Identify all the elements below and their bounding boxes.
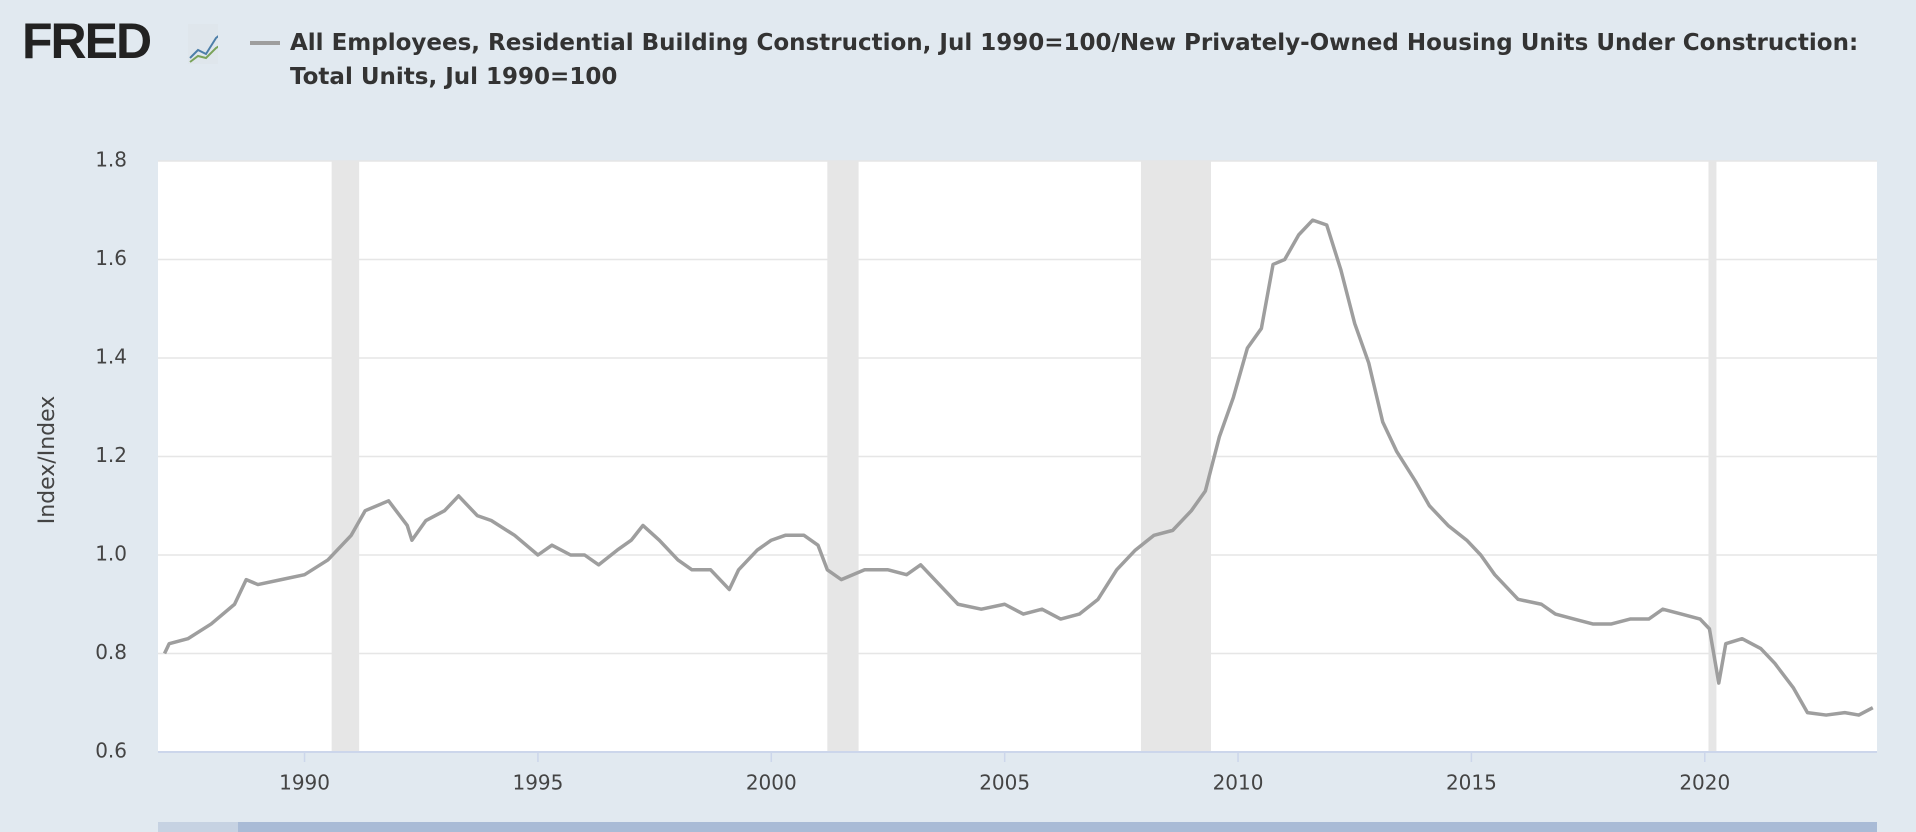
range-slider-handle — [238, 822, 1877, 832]
y-tick-label: 0.6 — [95, 739, 127, 763]
x-tick-label: 2020 — [1679, 771, 1730, 795]
logo-icon — [188, 24, 218, 64]
data-line — [162, 218, 1874, 717]
x-tick-label: 2000 — [746, 771, 797, 795]
x-tick-label: 2015 — [1446, 771, 1497, 795]
y-tick-label: 1.2 — [95, 443, 127, 467]
y-tick-label: 1.4 — [95, 345, 127, 369]
logo: FRED — [22, 13, 152, 69]
legend-swatch — [250, 41, 280, 45]
x-tick-label: 1995 — [512, 771, 563, 795]
y-tick-label: 0.8 — [95, 640, 127, 664]
legend-title: All Employees, Residential Building Cons… — [290, 30, 1859, 90]
y-tick-label: 1.6 — [95, 246, 127, 270]
y-tick-label: 1.0 — [95, 542, 127, 566]
x-tick-label: 2010 — [1213, 771, 1264, 795]
x-tick-label: 2005 — [979, 771, 1030, 795]
y-axis-label: Index/Index — [35, 396, 60, 525]
x-tick-label: 1990 — [279, 771, 330, 795]
y-tick-label: 1.8 — [95, 148, 127, 172]
